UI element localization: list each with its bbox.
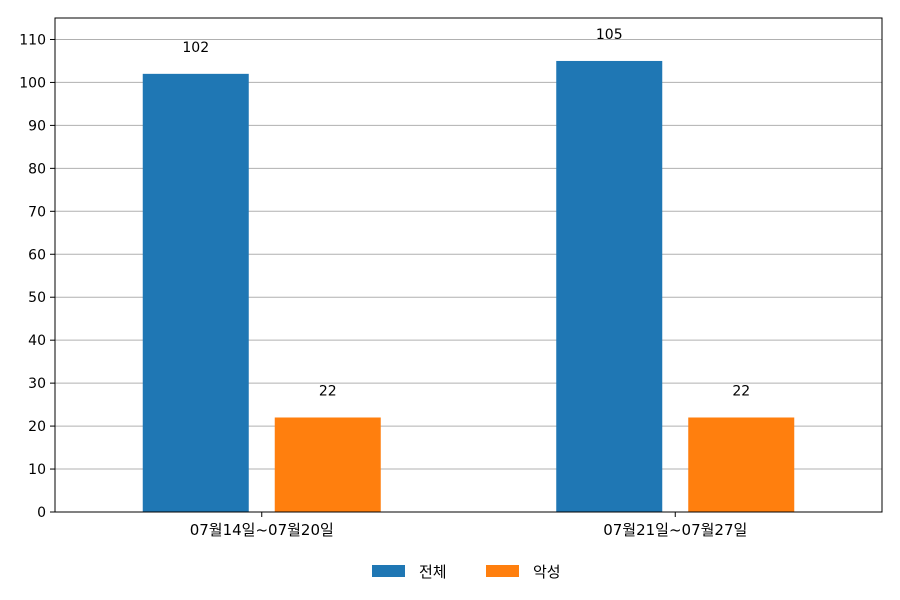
x-tick-label: 07월21일~07월27일 bbox=[603, 521, 747, 539]
y-tick-label: 80 bbox=[28, 161, 46, 177]
bar bbox=[688, 417, 795, 512]
plot-frame bbox=[54, 17, 883, 513]
bar bbox=[556, 60, 663, 513]
legend-label: 전체 bbox=[419, 563, 447, 581]
x-axis: 07월14일~07월20일 07월21일~07월27일 bbox=[190, 512, 747, 539]
legend-label: 악성 bbox=[533, 563, 561, 581]
legend: 전체 악성 bbox=[372, 563, 561, 581]
bar-value-label: 22 bbox=[319, 383, 337, 399]
bar bbox=[274, 417, 381, 512]
bar-value-label: 22 bbox=[732, 383, 750, 399]
bars bbox=[142, 60, 795, 513]
x-tick-label: 07월14일~07월20일 bbox=[190, 521, 334, 539]
y-tick-label: 50 bbox=[28, 290, 46, 306]
legend-swatch bbox=[372, 565, 405, 577]
y-tick-label: 10 bbox=[28, 462, 46, 478]
y-tick-label: 90 bbox=[28, 118, 46, 134]
y-tick-label: 0 bbox=[37, 505, 46, 521]
legend-swatch bbox=[486, 565, 519, 577]
y-axis: 0 10 20 30 40 50 60 70 80 90 100 110 bbox=[19, 32, 55, 521]
y-tick-label: 70 bbox=[28, 204, 46, 220]
bar-value-label: 102 bbox=[182, 40, 209, 56]
y-tick-label: 110 bbox=[19, 32, 46, 48]
bar-value-label: 105 bbox=[596, 27, 623, 43]
data-labels: 102 22 105 22 bbox=[182, 27, 750, 400]
y-tick-label: 20 bbox=[28, 419, 46, 435]
y-tick-label: 100 bbox=[19, 75, 46, 91]
bar bbox=[142, 73, 249, 512]
y-tick-label: 30 bbox=[28, 376, 46, 392]
y-tick-label: 40 bbox=[28, 333, 46, 349]
y-tick-label: 60 bbox=[28, 247, 46, 263]
